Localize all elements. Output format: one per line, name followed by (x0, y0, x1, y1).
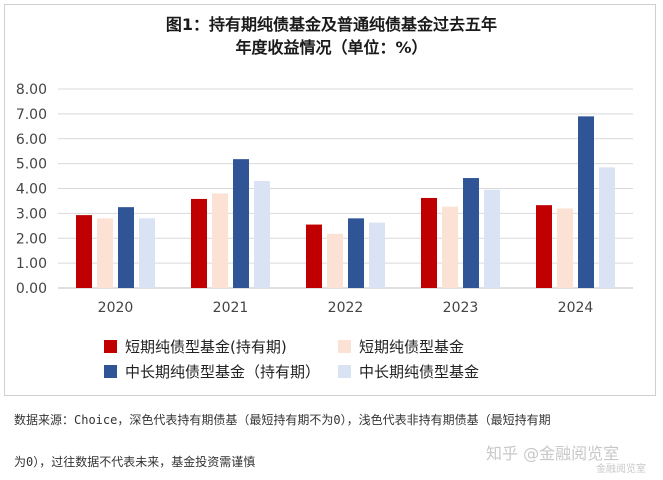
legend-label-short: 短期纯债型基金 (359, 338, 465, 356)
watermark-zhihu: 知乎 @金融阅览室 (486, 444, 620, 463)
bar (557, 208, 573, 288)
footnote-line1: 数据来源：Choice，深色代表持有期债基（最短持有期不为0），浅色代表非持有期… (14, 413, 551, 427)
x-tick-label: 2024 (558, 300, 594, 316)
y-tick-label: 5.00 (16, 157, 47, 173)
bar-chart: 0.00 1.00 2.00 3.00 4.00 5.00 6.00 7.00 8.00 2020… (16, 82, 633, 316)
bar (421, 197, 437, 288)
y-tick-label: 6.00 (16, 132, 47, 148)
y-tick-label: 0.00 (16, 281, 47, 297)
bar (348, 218, 364, 288)
bar (254, 181, 270, 288)
legend-item-short: 短期纯债型基金 (338, 336, 464, 357)
legend-swatch-short (338, 340, 351, 353)
y-tick-label: 1.00 (16, 256, 47, 272)
footnote-line2: 为0），过往数据不代表未来，基金投资需谨慎 (14, 455, 256, 469)
legend-swatch-mid-long (338, 365, 351, 378)
y-tick-label: 2.00 (16, 231, 47, 247)
legend-item-short-holding: 短期纯债型基金(持有期) (104, 336, 287, 357)
legend-label-mid-long-holding: 中长期纯债型基金（持有期） (125, 363, 321, 381)
watermark-small: 金融阅览室 (596, 464, 646, 475)
bar (306, 224, 322, 288)
legend-swatch-mid-long-holding (104, 365, 117, 378)
bar (118, 207, 134, 288)
bar (139, 218, 155, 288)
bar (484, 189, 500, 288)
bar (76, 215, 92, 288)
chart-frame (4, 4, 656, 396)
legend-label-mid-long: 中长期纯债型基金 (359, 363, 480, 381)
bar (191, 198, 207, 288)
chart-title-line1: 图1：持有期纯债基金及普通纯债基金过去五年 (165, 15, 498, 34)
y-tick-label: 8.00 (16, 82, 47, 98)
bar (369, 222, 385, 288)
x-tick-label: 2020 (98, 300, 134, 316)
x-tick-label: 2022 (328, 300, 364, 316)
bar (327, 233, 343, 288)
x-tick-label: 2023 (443, 300, 479, 316)
bar (599, 167, 615, 288)
legend-item-mid-long-holding: 中长期纯债型基金（持有期） (104, 361, 320, 382)
y-tick-label: 3.00 (16, 206, 47, 222)
y-tick-label: 4.00 (16, 182, 47, 198)
bar (442, 206, 458, 288)
bar (212, 193, 228, 288)
chart-title: 图1：持有期纯债基金及普通纯债基金过去五年 年度收益情况（单位：%） (0, 13, 663, 59)
legend-item-mid-long: 中长期纯债型基金 (338, 361, 479, 382)
bar (233, 159, 249, 288)
bar (97, 218, 113, 288)
legend-label-short-holding: 短期纯债型基金(持有期) (125, 338, 287, 356)
x-tick-label: 2021 (213, 300, 249, 316)
bar (536, 205, 552, 288)
bar (578, 116, 594, 288)
y-tick-label: 7.00 (16, 107, 47, 123)
legend-swatch-short-holding (104, 340, 117, 353)
chart-title-line2: 年度收益情况（单位：%） (235, 38, 428, 57)
bar (463, 178, 479, 288)
